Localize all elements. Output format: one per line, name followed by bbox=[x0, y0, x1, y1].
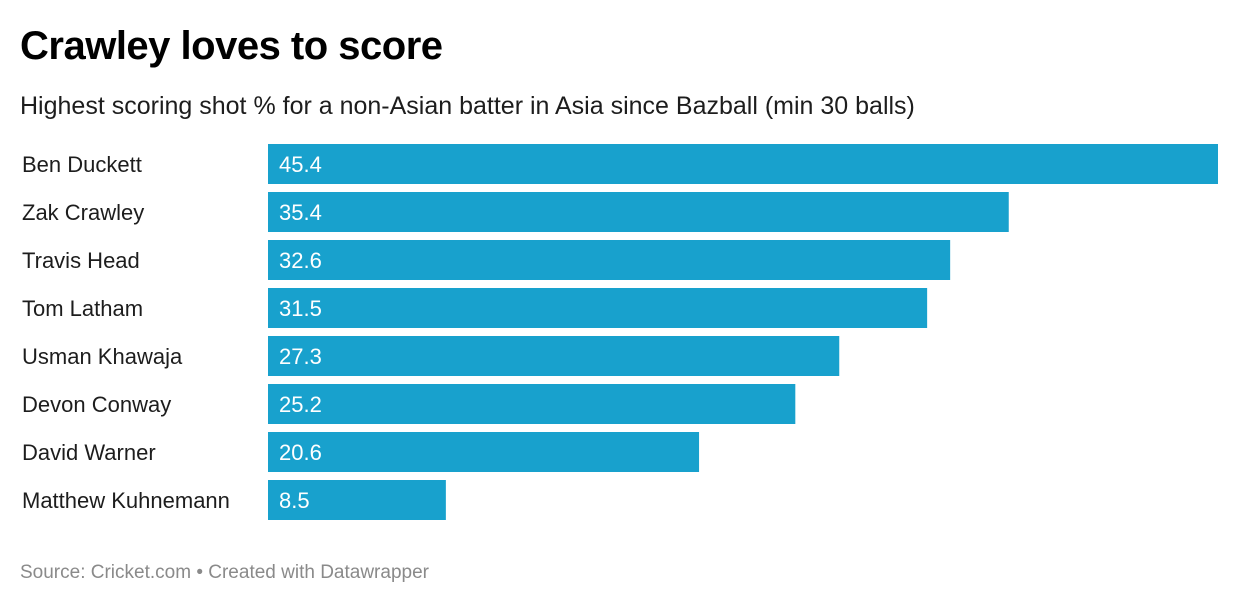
bar bbox=[268, 144, 1218, 184]
bar-value-label: 32.6 bbox=[279, 248, 322, 273]
bar-value-label: 20.6 bbox=[279, 440, 322, 465]
bar bbox=[268, 240, 951, 280]
category-label: Tom Latham bbox=[22, 296, 143, 321]
bar-value-label: 35.4 bbox=[279, 200, 322, 225]
bar bbox=[268, 192, 1009, 232]
bar-value-label: 31.5 bbox=[279, 296, 322, 321]
chart-subtitle: Highest scoring shot % for a non-Asian b… bbox=[20, 92, 915, 120]
category-label: Devon Conway bbox=[22, 392, 171, 417]
bar-value-label: 25.2 bbox=[279, 392, 322, 417]
bar-value-label: 45.4 bbox=[279, 152, 322, 177]
bar bbox=[268, 480, 446, 520]
category-label: Ben Duckett bbox=[22, 152, 142, 177]
source-note: Source: Cricket.com • Created with Dataw… bbox=[20, 562, 429, 583]
bar-value-label: 8.5 bbox=[279, 488, 310, 513]
category-label: Usman Khawaja bbox=[22, 344, 183, 369]
category-label: Matthew Kuhnemann bbox=[22, 488, 230, 513]
bar bbox=[268, 384, 796, 424]
bar bbox=[268, 288, 928, 328]
category-label: Zak Crawley bbox=[22, 200, 144, 225]
bar bbox=[268, 432, 700, 472]
category-label: Travis Head bbox=[22, 248, 140, 273]
category-label: David Warner bbox=[22, 440, 156, 465]
chart-title: Crawley loves to score bbox=[20, 24, 443, 68]
bar bbox=[268, 336, 840, 376]
bar-value-label: 27.3 bbox=[279, 344, 322, 369]
bar-group: Ben Duckett 45.4 Zak Crawley 35.4 Travis Hea… bbox=[22, 144, 1218, 520]
